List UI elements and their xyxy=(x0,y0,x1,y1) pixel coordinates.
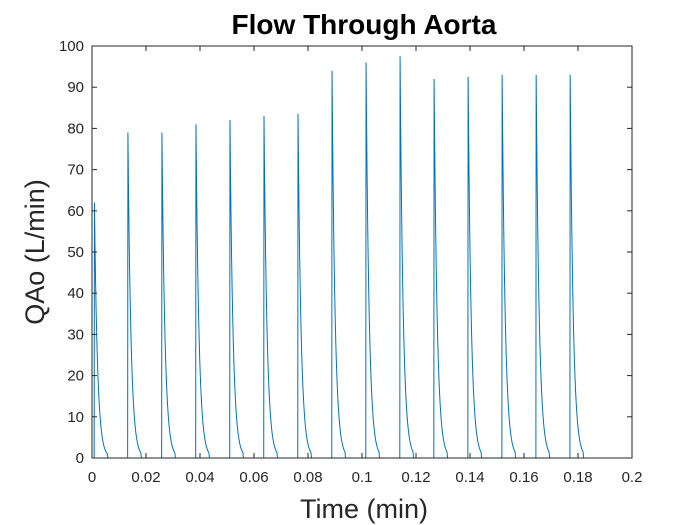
y-tick-label: 70 xyxy=(67,162,84,179)
x-tick-label: 0.08 xyxy=(293,469,322,486)
y-tick-label: 50 xyxy=(67,244,84,261)
y-tick-label: 20 xyxy=(67,368,84,385)
x-axis-label: Time (min) xyxy=(300,494,428,524)
series-line-qao xyxy=(92,56,597,459)
y-tick-label: 80 xyxy=(67,120,84,137)
plot-area xyxy=(92,46,632,458)
y-tick-label: 10 xyxy=(67,409,84,426)
x-tick-label: 0.16 xyxy=(509,469,538,486)
y-tick-label: 30 xyxy=(67,326,84,343)
x-tick-label: 0.04 xyxy=(185,469,214,486)
y-axis-label: QAo (L/min) xyxy=(20,179,50,325)
series-layer xyxy=(92,56,597,459)
y-tick-label: 0 xyxy=(76,450,84,467)
x-tick-label: 0.1 xyxy=(352,469,373,486)
y-tick-label: 100 xyxy=(59,38,84,55)
x-tick-label: 0.06 xyxy=(239,469,268,486)
x-tick-label: 0.2 xyxy=(622,469,643,486)
x-tick-label: 0.14 xyxy=(455,469,484,486)
x-axis: 0 0.02 0.04 0.06 0.08 0.1 0.12 0.14 0.16 0.18 0.2 xyxy=(88,46,643,486)
x-tick-label: 0.18 xyxy=(563,469,592,486)
x-tick-label: 0 xyxy=(88,469,96,486)
y-tick-label: 90 xyxy=(67,79,84,96)
y-tick-label: 40 xyxy=(67,285,84,302)
y-axis: 0 10 20 30 40 50 60 70 80 90 100 xyxy=(59,38,632,467)
x-tick-label: 0.12 xyxy=(401,469,430,486)
y-tick-label: 60 xyxy=(67,203,84,220)
x-tick-label: 0.02 xyxy=(131,469,160,486)
chart-title: Flow Through Aorta xyxy=(232,9,497,40)
